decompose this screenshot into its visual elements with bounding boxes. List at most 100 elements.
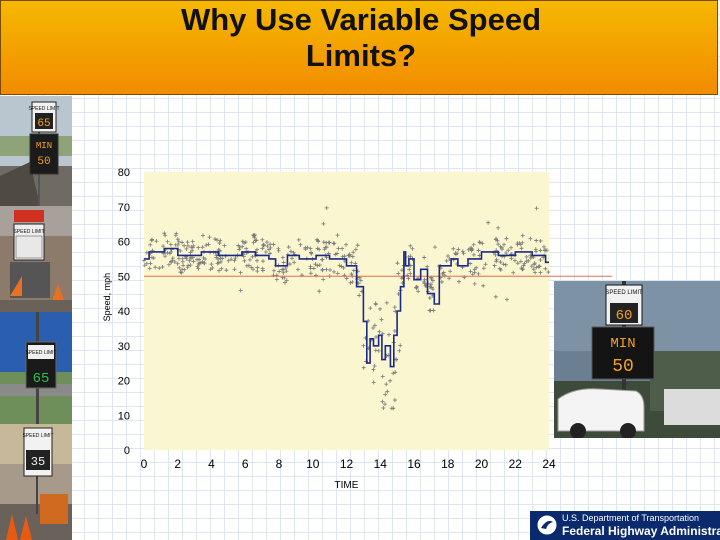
scatter-point (509, 245, 514, 250)
scatter-point (267, 247, 272, 252)
y-tick-label: 70 (118, 202, 130, 214)
scatter-point (284, 269, 289, 274)
scatter-point (263, 249, 268, 254)
scatter-point (218, 259, 223, 264)
scatter-point (373, 302, 378, 307)
x-tick-label: 18 (441, 457, 455, 471)
scatter-point (244, 246, 249, 251)
scatter-point (470, 272, 475, 277)
scatter-point (317, 289, 322, 294)
scatter-point (538, 258, 543, 263)
scatter-point (175, 242, 180, 247)
photo-trailer-sign: SPEED LIMIT (0, 206, 72, 312)
photo2-sign-top: SPEED LIMIT (13, 229, 44, 235)
scatter-point (322, 247, 327, 252)
scatter-point (176, 256, 181, 261)
scatter-point (522, 261, 527, 266)
scatter-point (503, 262, 508, 267)
scatter-point (385, 389, 390, 394)
scatter-point (396, 271, 401, 276)
scatter-point (453, 251, 458, 256)
scatter-points (142, 205, 551, 411)
scatter-point (187, 258, 192, 263)
scatter-point (324, 267, 329, 272)
scatter-point (321, 221, 326, 226)
scatter-point (546, 270, 551, 275)
photo1-sign-min-label: MIN (36, 141, 52, 151)
scatter-point (240, 239, 245, 244)
x-tick-label: 4 (208, 457, 215, 471)
scatter-point (308, 246, 313, 251)
scatter-point (288, 249, 293, 254)
scatter-point (191, 243, 196, 248)
scatter-point (281, 260, 286, 265)
scatter-point (476, 271, 481, 276)
scatter-point (277, 269, 282, 274)
scatter-point (154, 239, 159, 244)
scatter-point (335, 271, 340, 276)
scatter-point (185, 240, 190, 245)
scatter-point (226, 258, 231, 263)
scatter-point (186, 263, 191, 268)
y-tick-label: 60 (118, 237, 130, 249)
scatter-point (349, 272, 354, 277)
scatter-point (351, 268, 356, 273)
scatter-point (255, 265, 260, 270)
y-tick-label: 10 (118, 410, 130, 422)
x-tick-label: 2 (174, 457, 181, 471)
scatter-point (368, 306, 373, 311)
scatter-point (393, 370, 398, 375)
scatter-point (166, 262, 171, 267)
scatter-point (201, 260, 206, 265)
plot-area (144, 172, 549, 450)
scatter-point (472, 267, 477, 272)
scatter-point (331, 269, 336, 274)
scatter-point (493, 252, 498, 257)
scatter-point (336, 246, 341, 251)
scatter-point (408, 254, 413, 259)
scatter-point (448, 269, 453, 274)
scatter-point (506, 248, 511, 253)
scatter-point (468, 261, 473, 266)
scatter-point (331, 241, 336, 246)
scatter-point (353, 247, 358, 252)
scatter-point (244, 263, 249, 268)
scatter-point (471, 242, 476, 247)
scatter-point (292, 260, 297, 265)
scatter-point (543, 266, 548, 271)
scatter-point (215, 261, 220, 266)
scatter-point (427, 308, 432, 313)
scatter-point (429, 276, 434, 281)
scatter-point (238, 270, 243, 275)
scatter-point (518, 259, 523, 264)
y-tick-label: 50 (118, 271, 130, 283)
scatter-point (355, 243, 360, 248)
scatter-point (447, 276, 452, 281)
scatter-point (427, 284, 432, 289)
scatter-point (389, 406, 394, 411)
scatter-point (386, 332, 391, 337)
scatter-point (460, 249, 465, 254)
slide-title-line1: Why Use Variable Speed (180, 2, 542, 37)
scatter-point (342, 254, 347, 259)
scatter-point (511, 270, 516, 275)
scatter-point (217, 268, 222, 273)
scatter-point (174, 231, 179, 236)
scatter-point (232, 267, 237, 272)
scatter-point (196, 245, 201, 250)
scatter-point (446, 254, 451, 259)
scatter-point (477, 240, 482, 245)
scatter-point (408, 271, 413, 276)
scatter-point (380, 331, 385, 336)
scatter-point (456, 247, 461, 252)
scatter-point (308, 271, 313, 276)
scatter-point (255, 258, 260, 263)
scatter-point (405, 273, 410, 278)
scatter-point (271, 242, 276, 247)
scatter-point (471, 252, 476, 257)
scatter-point (177, 265, 182, 270)
scatter-point (298, 242, 303, 247)
x-tick-label: 22 (509, 457, 523, 471)
scatter-point (142, 263, 147, 268)
scatter-point (251, 267, 256, 272)
